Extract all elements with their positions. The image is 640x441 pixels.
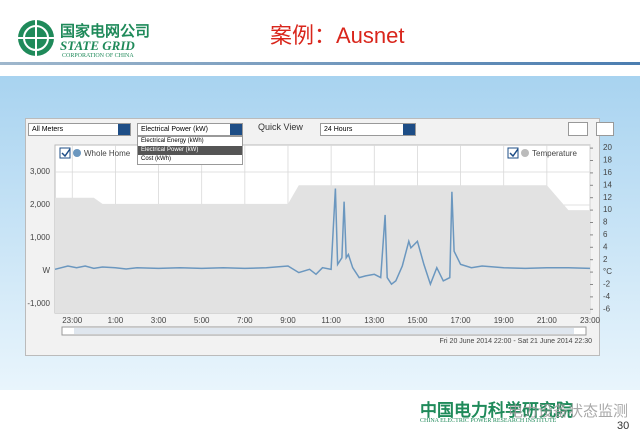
y-tick-label: 2,000 — [30, 200, 51, 209]
page-number: 30 — [617, 420, 630, 432]
power-line — [54, 188, 591, 287]
dropdown-arrow — [230, 124, 242, 135]
x-tick-label: 13:00 — [364, 316, 385, 325]
logo-sub: CORPORATION OF CHINA — [62, 53, 134, 59]
export-button[interactable] — [596, 122, 614, 136]
x-tick-label: 17:00 — [451, 316, 472, 325]
meter-text: All Meters — [32, 126, 64, 133]
legend-check — [61, 148, 71, 158]
x-tick-label: 15:00 — [407, 316, 428, 325]
y2-tick-label: -2 — [603, 280, 611, 289]
x-tick-label: 11:00 — [321, 316, 341, 325]
y2-tick-label: -4 — [603, 292, 611, 301]
institute-en: CHINA ELECTRIC POWER RESEARCH INSTITUTE — [420, 418, 557, 424]
print-button[interactable] — [568, 122, 588, 136]
legend-label: Whole Home — [84, 149, 131, 158]
y2-tick-label: 8 — [603, 218, 608, 227]
menu-item[interactable]: Electrical Energy (kWh) — [141, 138, 204, 144]
y2-tick-label: 12 — [603, 193, 612, 202]
y2-tick-label: 14 — [603, 180, 612, 189]
y2-tick-label: 16 — [603, 168, 612, 177]
date-range: Fri 20 June 2014 22:00 - Sat 21 June 201… — [439, 338, 592, 345]
logo-en: STATE GRID — [60, 38, 135, 53]
y2-tick-label: 4 — [603, 242, 608, 251]
x-tick-label: 23:00 — [62, 316, 83, 325]
x-tick-label: 23:00 — [580, 316, 601, 325]
x-tick-label: 3:00 — [151, 316, 167, 325]
y-tick-label: -1,000 — [27, 299, 50, 308]
legend-swatch — [73, 149, 81, 157]
dropdown-arrow — [403, 124, 415, 135]
y2-tick-label: 18 — [603, 156, 612, 165]
legend-checkbox — [507, 147, 519, 159]
quick-view-label: Quick View — [258, 122, 303, 132]
menu-item[interactable]: Cost (kWh) — [141, 156, 171, 162]
y2-tick-label: 20 — [603, 143, 612, 152]
y-tick-label: 1,000 — [30, 233, 51, 242]
measure-dropdown[interactable]: Electrical Power (kW) — [137, 123, 243, 136]
y2-tick-label: 10 — [603, 205, 612, 214]
legend-label: Temperature — [532, 149, 577, 158]
logo-icon — [18, 20, 54, 56]
header-rule — [0, 62, 640, 65]
legend-check — [509, 148, 519, 158]
x-tick-label: 19:00 — [494, 316, 515, 325]
scroll-thumb — [74, 328, 574, 334]
x-tick-label: 5:00 — [194, 316, 210, 325]
y-tick-label: 3,000 — [30, 167, 51, 176]
watermark: 电力设备状态监测 — [508, 403, 629, 420]
dropdown-arrow — [118, 124, 130, 135]
quick-view-dropdown[interactable]: 24 Hours — [320, 123, 416, 136]
y2-tick-label: 2 — [603, 255, 608, 264]
y2-tick-label: 6 — [603, 230, 608, 239]
measure-text: Electrical Power (kW) — [141, 126, 208, 133]
menu-item-selected[interactable]: Electrical Power (kW) — [138, 146, 242, 155]
x-tick-label: 1:00 — [108, 316, 124, 325]
temperature-area — [55, 185, 590, 313]
quick-view-text: 24 Hours — [324, 126, 353, 133]
meter-dropdown[interactable]: All Meters — [28, 123, 131, 136]
x-tick-label: 21:00 — [537, 316, 558, 325]
y-tick-label: W — [42, 266, 50, 275]
institute-cn: 中国电力科学研究院 — [420, 401, 573, 420]
x-tick-label: 9:00 — [280, 316, 296, 325]
x-tick-label: 7:00 — [237, 316, 253, 325]
legend-swatch — [521, 149, 529, 157]
logo-cn: 国家电网公司 — [60, 23, 151, 40]
slide-title: 案例：Ausnet — [270, 23, 405, 48]
y2-tick-label: -6 — [603, 304, 611, 313]
measure-menu: Electrical Energy (kWh) Electrical Power… — [137, 136, 243, 165]
legend-checkbox — [59, 147, 71, 159]
y2-tick-label: °C — [603, 267, 612, 276]
